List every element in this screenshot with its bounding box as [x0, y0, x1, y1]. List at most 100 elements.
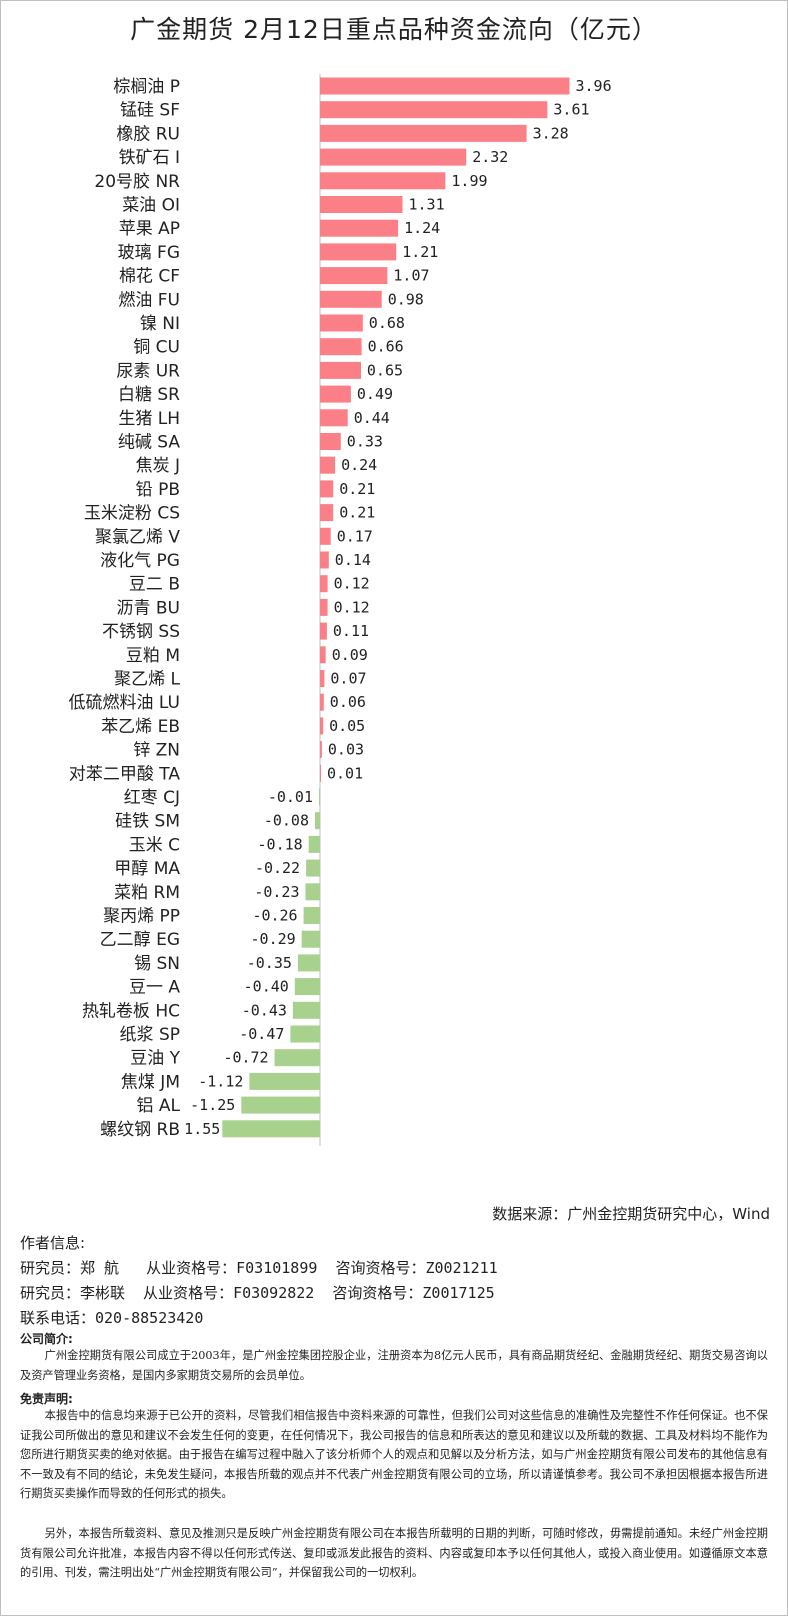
bar: [320, 717, 324, 735]
company-intro: 广州金控期货有限公司成立于2003年，是广州金控集团控股企业，注册资本为8亿元人…: [20, 1349, 768, 1382]
bar: [320, 764, 321, 782]
value-label: 0.14: [335, 551, 371, 569]
bar: [320, 575, 328, 593]
value-label: 0.21: [339, 504, 375, 522]
bar: [320, 148, 467, 166]
bar: [320, 124, 527, 142]
bar: [320, 267, 388, 285]
value-label: 0.44: [354, 409, 390, 427]
bar: [241, 1096, 321, 1114]
category-label: 苹果 AP: [119, 219, 180, 239]
value-label: 1.99: [451, 172, 487, 190]
bar: [305, 883, 320, 901]
category-label: 螺纹钢 RB: [100, 1120, 180, 1140]
category-label: 硅铁 SM: [115, 812, 180, 832]
bar: [315, 812, 320, 830]
bar: [294, 978, 320, 996]
value-label: 0.66: [368, 338, 404, 356]
value-label: 0.09: [332, 646, 368, 664]
company-heading: 公司简介:: [20, 1332, 73, 1346]
bar: [320, 551, 329, 569]
value-label: -0.72: [223, 1049, 268, 1067]
value-label: 3.28: [533, 124, 569, 142]
value-label: -0.18: [258, 835, 303, 853]
category-label: 不锈钢 SS: [102, 622, 180, 642]
category-label: 低硫燃料油 LU: [69, 693, 180, 713]
value-label: 0.11: [333, 622, 369, 640]
bar: [320, 196, 403, 213]
value-label: -0.47: [239, 1025, 284, 1043]
bar: [297, 954, 320, 972]
category-label: 乙二醇 EG: [100, 930, 180, 950]
value-label: 0.06: [330, 693, 366, 711]
bar: [320, 219, 399, 237]
bar: [320, 172, 446, 190]
category-label: 铜 CU: [133, 338, 180, 358]
value-label: 0.65: [367, 361, 403, 379]
category-label: 豆二 B: [129, 575, 180, 595]
value-label: 0.12: [334, 575, 370, 593]
bar: [320, 480, 334, 498]
category-label: 焦煤 JM: [121, 1072, 180, 1092]
value-label: 1.21: [402, 243, 438, 261]
value-label: -0.01: [268, 788, 313, 806]
value-label: 1.31: [409, 196, 445, 214]
category-label: 玉米 C: [129, 835, 180, 855]
category-label: 甲醇 MA: [114, 859, 180, 879]
bar: [301, 930, 320, 948]
value-label: 3.61: [553, 101, 589, 119]
category-label: 纯碱 SA: [118, 433, 181, 453]
bar: [320, 77, 570, 95]
category-label: 聚丙烯 PP: [103, 907, 180, 927]
bar: [306, 859, 320, 877]
category-label: 热轧卷板 HC: [82, 1001, 180, 1021]
bar: [320, 527, 331, 545]
value-label: -0.23: [254, 883, 299, 901]
disclaimer-heading: 免责声明:: [20, 1392, 73, 1406]
value-label: -0.35: [247, 954, 292, 972]
value-label: 0.05: [329, 717, 365, 735]
value-label: 0.01: [327, 764, 363, 782]
category-label: 豆一 A: [129, 978, 180, 998]
disclaimer-paragraph-2: 另外，本报告所载资料、意见及推测只是反映广州金控期货有限公司在本报告所载明的日期…: [20, 1527, 768, 1579]
bar: [320, 693, 324, 711]
category-label: 菜油 OI: [122, 196, 180, 216]
value-label: -0.29: [251, 930, 296, 948]
category-label: 棕榈油 P: [113, 77, 180, 97]
value-label: 0.03: [328, 741, 364, 759]
bar: [320, 243, 397, 261]
value-label: 1.55: [184, 1120, 220, 1138]
value-label: -0.40: [244, 978, 289, 996]
bar: [320, 504, 334, 522]
value-label: -1.25: [190, 1096, 235, 1114]
category-label: 焦炭 J: [136, 456, 180, 476]
bar: [320, 290, 382, 308]
bar: [320, 385, 351, 403]
value-label: -1.12: [198, 1072, 243, 1090]
value-label: 0.21: [339, 480, 375, 498]
bar: [320, 361, 361, 379]
value-label: -0.43: [242, 1001, 287, 1019]
bar: [320, 409, 348, 427]
bar-chart: 棕榈油 P 3.96 锰硅 SF 3.61 橡胶 RU 3.28 铁矿石 I 2.32 20号胶…: [69, 74, 612, 1146]
bar: [319, 788, 320, 806]
category-label: 红枣 CJ: [124, 788, 180, 808]
value-label: 1.24: [404, 219, 440, 237]
bar: [222, 1120, 320, 1138]
value-label: 0.98: [388, 290, 424, 308]
category-label: 生猪 LH: [118, 409, 180, 429]
category-label: 沥青 BU: [116, 598, 180, 618]
category-label: 对苯二甲酸 TA: [69, 764, 180, 784]
category-label: 菜粕 RM: [114, 883, 180, 903]
contact-phone: 联系电话：020-88523420: [20, 1309, 204, 1327]
category-label: 玉米淀粉 CS: [84, 504, 180, 524]
author-heading: 作者信息:: [20, 1234, 86, 1252]
bar: [308, 835, 320, 853]
value-label: -0.26: [252, 907, 297, 925]
author-line-2: 研究员：李彬联 从业资格号：F03092822 咨询资格号：Z0017125: [20, 1284, 495, 1302]
bar: [320, 670, 325, 687]
bar: [274, 1049, 320, 1067]
value-label: 1.07: [393, 267, 429, 285]
value-label: 0.24: [341, 456, 377, 474]
value-label: 2.32: [472, 148, 508, 166]
